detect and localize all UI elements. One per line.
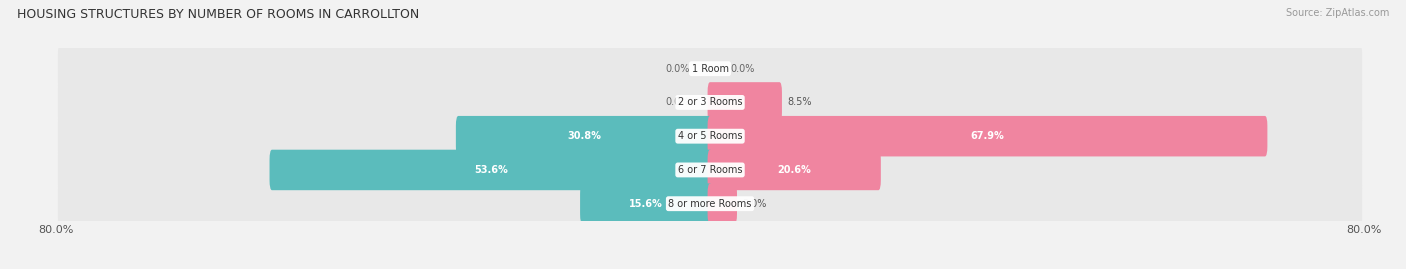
FancyBboxPatch shape [707,82,782,123]
Text: 0.0%: 0.0% [731,64,755,74]
FancyBboxPatch shape [707,183,737,224]
FancyBboxPatch shape [58,180,1362,228]
Text: HOUSING STRUCTURES BY NUMBER OF ROOMS IN CARROLLTON: HOUSING STRUCTURES BY NUMBER OF ROOMS IN… [17,8,419,21]
Text: 3.0%: 3.0% [742,199,768,209]
Text: 2 or 3 Rooms: 2 or 3 Rooms [678,97,742,107]
Text: 1 Room: 1 Room [692,64,728,74]
FancyBboxPatch shape [581,183,713,224]
FancyBboxPatch shape [58,79,1362,126]
Text: 0.0%: 0.0% [665,64,689,74]
FancyBboxPatch shape [58,112,1362,160]
Text: 0.0%: 0.0% [665,97,689,107]
Text: 53.6%: 53.6% [474,165,508,175]
Text: 6 or 7 Rooms: 6 or 7 Rooms [678,165,742,175]
Text: 30.8%: 30.8% [567,131,602,141]
Text: 4 or 5 Rooms: 4 or 5 Rooms [678,131,742,141]
Text: Source: ZipAtlas.com: Source: ZipAtlas.com [1285,8,1389,18]
FancyBboxPatch shape [707,116,1267,157]
Text: 20.6%: 20.6% [778,165,811,175]
Text: 8.5%: 8.5% [787,97,813,107]
FancyBboxPatch shape [456,116,713,157]
FancyBboxPatch shape [58,45,1362,93]
Text: 8 or more Rooms: 8 or more Rooms [668,199,752,209]
FancyBboxPatch shape [58,146,1362,194]
FancyBboxPatch shape [707,150,880,190]
FancyBboxPatch shape [270,150,713,190]
Text: 15.6%: 15.6% [630,199,664,209]
Text: 67.9%: 67.9% [970,131,1004,141]
